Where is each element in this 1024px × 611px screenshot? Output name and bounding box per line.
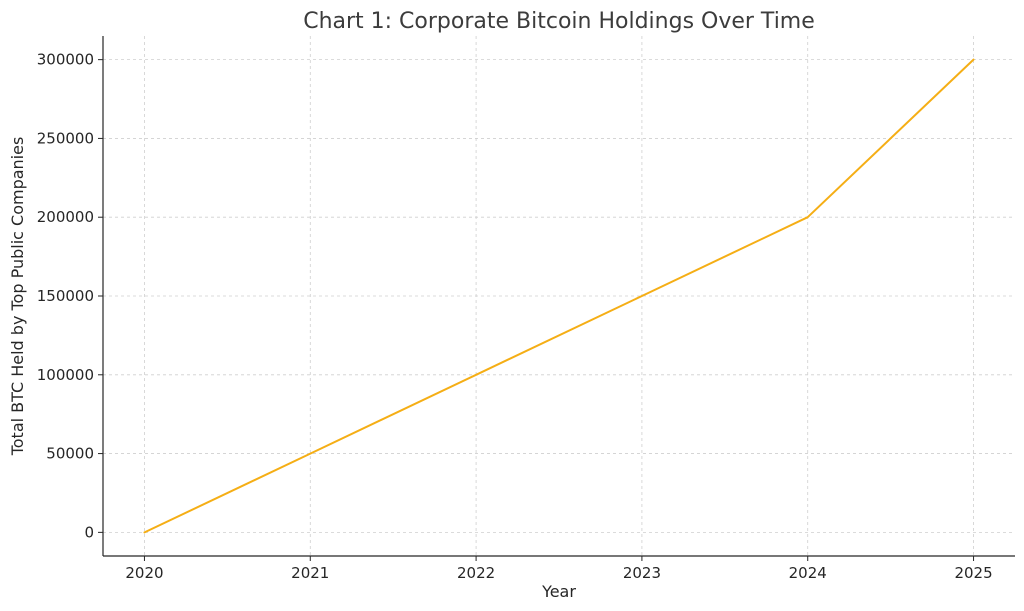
y-tick-label: 200000 <box>37 208 94 226</box>
series-line <box>143 58 975 534</box>
x-tick-label: 2020 <box>125 564 163 582</box>
y-tick-label: 0 <box>84 523 94 541</box>
y-axis-label: Total BTC Held by Top Public Companies <box>8 137 27 457</box>
y-tick-label: 150000 <box>37 287 94 305</box>
x-tick-label: 2022 <box>457 564 495 582</box>
y-tick-label: 250000 <box>37 129 94 147</box>
x-ticks: 2020 2021 2022 2023 2024 2025 <box>125 556 993 582</box>
x-tick-label: 2025 <box>954 564 992 582</box>
x-tick-label: 2024 <box>789 564 827 582</box>
plot-series <box>143 58 975 534</box>
chart-title: Chart 1: Corporate Bitcoin Holdings Over… <box>303 9 815 34</box>
x-tick-label: 2021 <box>291 564 329 582</box>
grid-lines <box>103 36 1015 556</box>
y-tick-label: 300000 <box>37 51 94 69</box>
y-ticks: 0 50000 100000 150000 200000 250000 300000 <box>37 51 103 541</box>
y-tick-label: 100000 <box>37 366 94 384</box>
x-axis-label: Year <box>541 582 576 601</box>
x-tick-label: 2023 <box>623 564 661 582</box>
y-tick-label: 50000 <box>46 445 94 463</box>
